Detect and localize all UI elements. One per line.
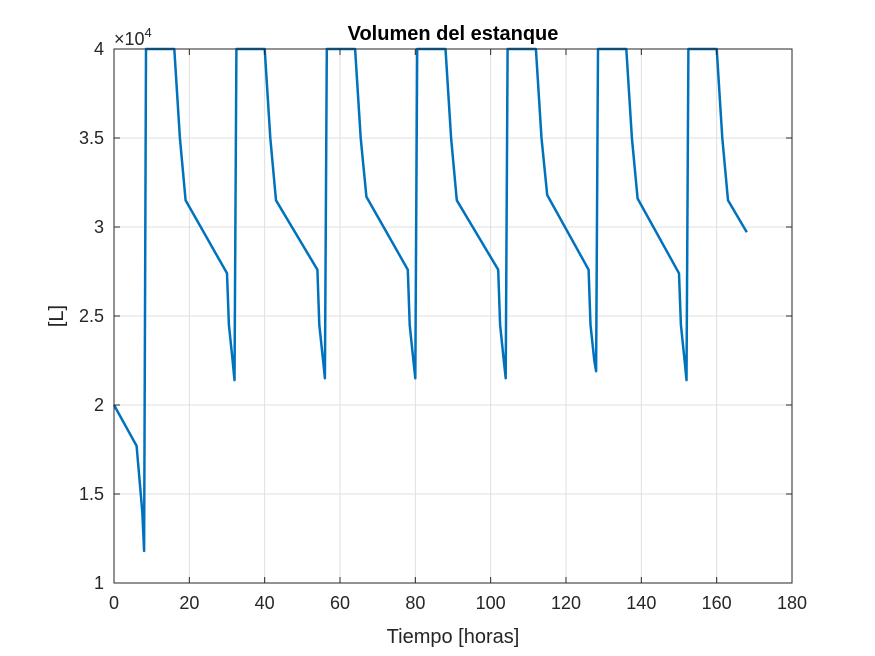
y-axis-label: [L] (46, 305, 68, 327)
x-tick-label: 80 (405, 593, 425, 613)
y-tick-labels: 1 1.5 2 2.5 3 3.5 4 (79, 39, 104, 593)
y-tick-label: 2 (94, 395, 104, 415)
x-tick-labels: 0 20 40 60 80 100 120 140 160 180 (109, 593, 807, 613)
y-tick-label: 3 (94, 217, 104, 237)
chart-title: Volumen del estanque (348, 23, 559, 45)
y-exponent-multiplier: ×104 (114, 25, 152, 49)
y-tick-label: 1.5 (79, 484, 104, 504)
x-tick-label: 180 (777, 593, 807, 613)
y-exponent-base: ×10 (114, 29, 145, 49)
y-tick-label: 4 (94, 39, 104, 59)
grid (114, 49, 792, 583)
x-tick-label: 160 (702, 593, 732, 613)
x-tick-label: 100 (476, 593, 506, 613)
y-tick-label: 3.5 (79, 128, 104, 148)
y-tick-label: 2.5 (79, 306, 104, 326)
x-tick-label: 120 (551, 593, 581, 613)
x-tick-label: 140 (626, 593, 656, 613)
x-tick-label: 60 (330, 593, 350, 613)
y-exponent-power: 4 (145, 25, 152, 40)
x-axis-label: Tiempo [horas] (387, 626, 520, 648)
y-tick-label: 1 (94, 573, 104, 593)
x-tick-label: 40 (255, 593, 275, 613)
x-tick-label: 0 (109, 593, 119, 613)
x-tick-label: 20 (179, 593, 199, 613)
ticks (113, 48, 793, 584)
